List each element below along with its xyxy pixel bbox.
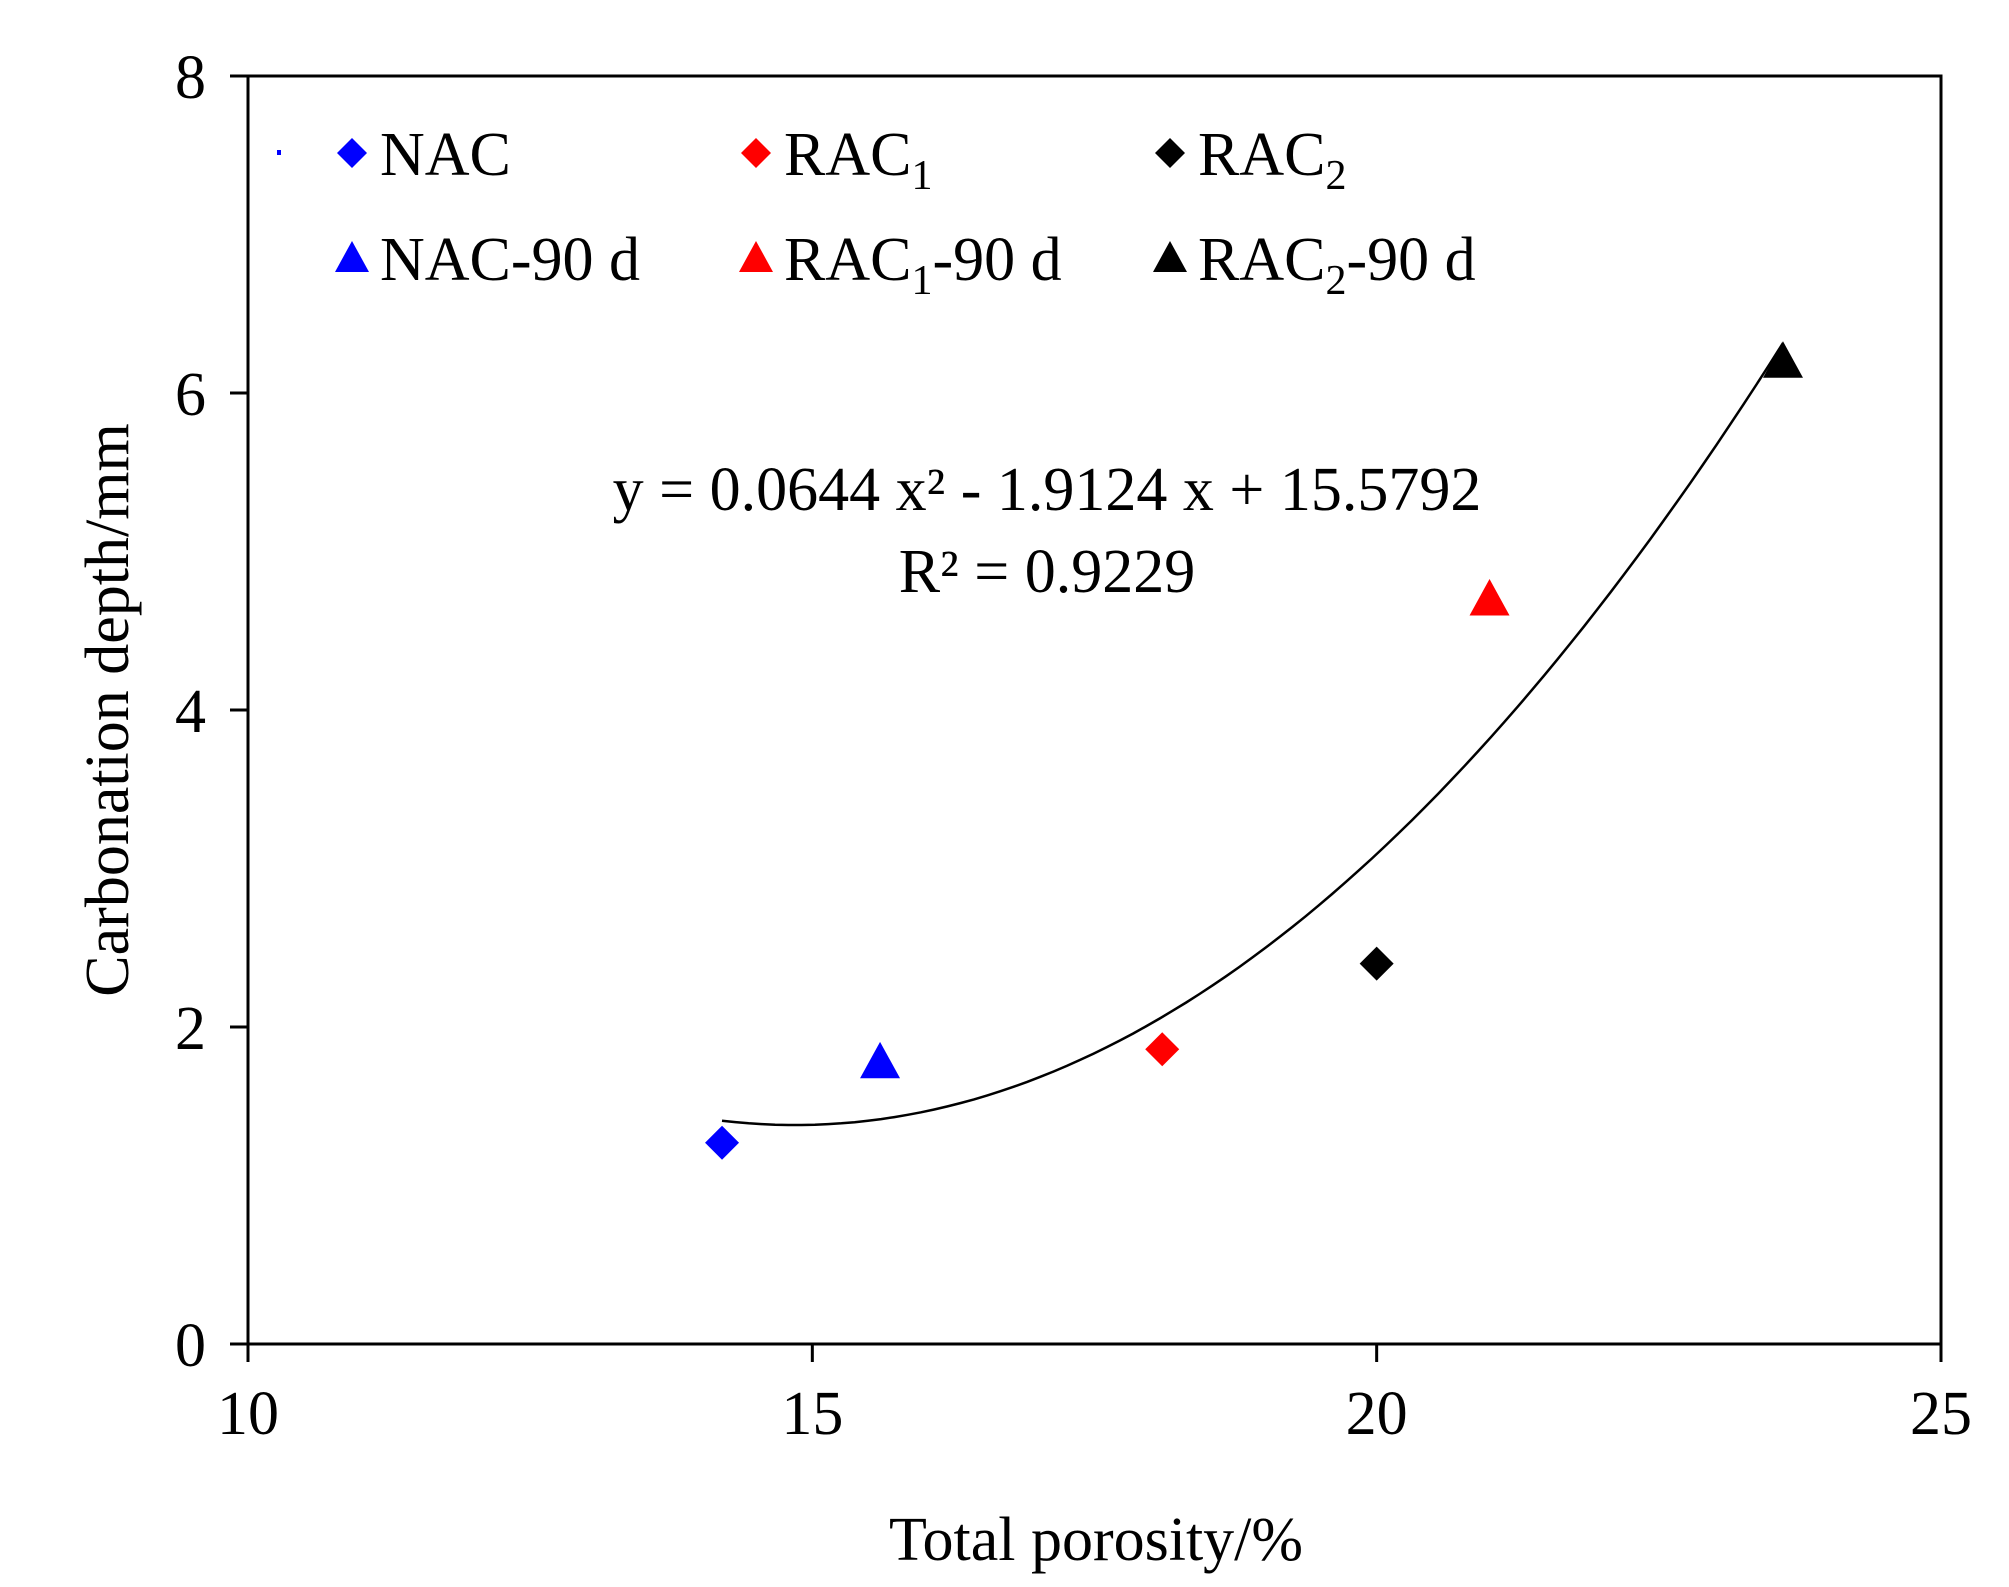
x-tick-label: 15 <box>781 1380 843 1448</box>
y-axis-label: Carbonation depth/mm <box>74 423 142 996</box>
y-tick-label: 0 <box>175 1312 206 1380</box>
legend-triangle-icon <box>1153 241 1187 272</box>
legend-label: RAC1-90 d <box>784 226 1062 304</box>
y-tick-label: 2 <box>175 995 206 1063</box>
legend-diamond-icon <box>741 138 771 168</box>
legend-diamond-icon <box>1155 138 1185 168</box>
legend-label: NAC-90 d <box>380 226 640 294</box>
legend-label: RAC2 <box>1198 121 1346 199</box>
legend-triangle-icon <box>335 241 369 272</box>
legend-label: NAC <box>380 121 511 189</box>
axis-ticks <box>230 74 1943 1362</box>
diamond-marker <box>1145 1032 1180 1067</box>
x-tick-label: 10 <box>217 1380 279 1448</box>
y-tick-label: 8 <box>175 44 206 112</box>
y-tick-label: 6 <box>175 361 206 429</box>
legend: NAC RAC1 RAC2 NAC-90 d RAC1-90 d RAC2-90 d <box>277 121 1476 304</box>
x-tick-label: 20 <box>1346 1380 1408 1448</box>
x-tick-label: 25 <box>1910 1380 1972 1448</box>
triangle-marker <box>1762 341 1803 378</box>
legend-diamond-icon <box>337 138 367 168</box>
diamond-marker <box>1359 946 1394 981</box>
x-axis-label: Total porosity/% <box>889 1506 1303 1574</box>
legend-triangle-icon <box>739 241 773 272</box>
legend-dot <box>277 150 281 155</box>
y-tick-label: 4 <box>175 678 206 746</box>
tick-labels: 0 2 4 6 8 10 15 20 25 <box>175 44 1972 1448</box>
trendline-equation: y = 0.0644 x² - 1.9124 x + 15.5792 <box>613 456 1482 524</box>
triangle-marker <box>860 1041 901 1079</box>
triangle-marker <box>1469 579 1510 616</box>
diamond-marker <box>705 1125 740 1160</box>
legend-label: RAC1 <box>784 121 932 199</box>
legend-label: RAC2-90 d <box>1198 226 1476 304</box>
trendline-r2: R² = 0.9229 <box>899 538 1195 606</box>
trendline <box>721 342 1785 1127</box>
data-points <box>705 341 1803 1160</box>
